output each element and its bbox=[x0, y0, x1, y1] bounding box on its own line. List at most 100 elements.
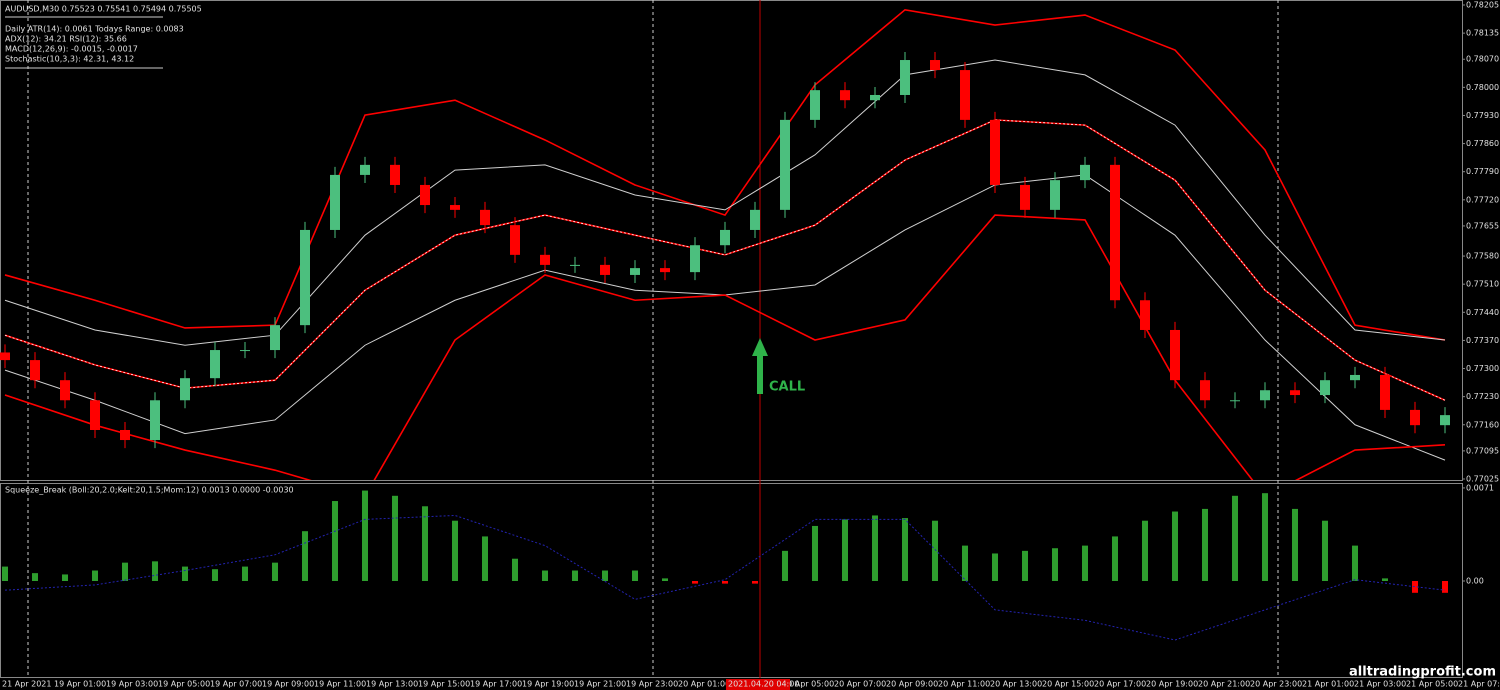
candle-body bbox=[600, 264, 610, 275]
candle-body bbox=[210, 350, 220, 379]
x-tick-label: 19 Apr 19:00 bbox=[522, 680, 574, 689]
y-tick-label: 0.77655 bbox=[1466, 221, 1499, 230]
candle-body bbox=[720, 229, 730, 246]
indicator-line bbox=[4, 8, 1446, 341]
histogram-bar bbox=[452, 520, 458, 581]
x-tick-label: 20 Apr 11:00 bbox=[938, 680, 990, 689]
histogram-bar bbox=[602, 570, 608, 581]
x-tick-label: 19 Apr 03:00 bbox=[106, 680, 158, 689]
candle-body bbox=[90, 400, 100, 430]
candle-body bbox=[570, 264, 580, 266]
candle-body bbox=[1020, 184, 1030, 210]
x-tick-label: 19 Apr 23:00 bbox=[626, 680, 678, 689]
y-tick-label: 0.77720 bbox=[1466, 195, 1499, 204]
x-tick-label: 21 Apr 03:00 bbox=[1354, 680, 1406, 689]
x-tick-label: 21 Apr 07:00 bbox=[1458, 680, 1500, 689]
x-tick-label: 20 Apr 01:00 bbox=[678, 680, 730, 689]
candle-body bbox=[810, 90, 820, 120]
x-tick-label: 19 Apr 21:00 bbox=[574, 680, 626, 689]
cursor-label-box bbox=[726, 679, 790, 690]
histogram-bar bbox=[1172, 511, 1178, 581]
y-tick-label: 0.77440 bbox=[1466, 308, 1499, 317]
histogram-bar bbox=[1052, 548, 1058, 581]
y-tick-label: 0.77230 bbox=[1466, 392, 1499, 401]
histogram-bar bbox=[782, 550, 788, 581]
info-line: MACD(12,26,9): -0.0015, -0.0017 bbox=[5, 45, 138, 54]
price-pane-frame bbox=[0, 0, 1463, 481]
histogram-bar bbox=[2, 566, 8, 581]
indicator-plot bbox=[2, 490, 1448, 641]
candle-body bbox=[780, 119, 790, 210]
candle-body bbox=[0, 352, 10, 361]
histogram-bar bbox=[962, 545, 968, 581]
info-line: Daily ATR(14): 0.0061 Todays Range: 0.00… bbox=[5, 25, 184, 34]
histogram-bar bbox=[212, 569, 218, 581]
histogram-bar bbox=[812, 525, 818, 581]
candle-body bbox=[1050, 180, 1060, 210]
histogram-bar bbox=[542, 570, 548, 581]
candle-body bbox=[1230, 400, 1240, 402]
histogram-bar bbox=[62, 574, 68, 581]
y-tick-label: 0.77930 bbox=[1466, 111, 1499, 120]
candle-body bbox=[480, 209, 490, 226]
x-tick-label: 20 Apr 09:00 bbox=[886, 680, 938, 689]
x-tick-label: 19 Apr 09:00 bbox=[262, 680, 314, 689]
indicator-line bbox=[4, 59, 1446, 346]
candle-body bbox=[60, 380, 70, 401]
watermark: alltradingprofit.com bbox=[1349, 665, 1496, 680]
histogram-bar bbox=[1022, 550, 1028, 581]
y-tick-label: 0.78070 bbox=[1466, 55, 1499, 64]
histogram-bar bbox=[332, 501, 338, 581]
price-plot bbox=[0, 8, 1450, 480]
histogram-bar bbox=[1142, 520, 1148, 581]
y-tick-label: 0.77160 bbox=[1466, 420, 1499, 429]
y-tick-label: 0.77370 bbox=[1466, 336, 1499, 345]
histogram-bar bbox=[1232, 495, 1238, 581]
cursor-label: 2021.04.20 04:00 bbox=[728, 680, 799, 689]
x-tick-label: 19 Apr 15:00 bbox=[418, 680, 470, 689]
candle-body bbox=[270, 325, 280, 351]
histogram-bar bbox=[902, 518, 908, 581]
x-tick-label: 20 Apr 05:00 bbox=[782, 680, 834, 689]
candle-body bbox=[1290, 390, 1300, 396]
y-tick-label: 0.77790 bbox=[1466, 167, 1499, 176]
candle-body bbox=[510, 225, 520, 255]
indicator-line bbox=[4, 119, 1446, 401]
candle-body bbox=[990, 119, 1000, 185]
x-tick-label: 19 Apr 01:00 bbox=[54, 680, 106, 689]
candle-body bbox=[930, 60, 940, 71]
candle-body bbox=[180, 378, 190, 401]
histogram-bar bbox=[182, 566, 188, 581]
candle-body bbox=[660, 268, 670, 273]
y-tick-label: 0.77510 bbox=[1466, 280, 1499, 289]
histogram-bar bbox=[842, 519, 848, 581]
y-tick-label: 0.77025 bbox=[1466, 475, 1499, 484]
x-tick-label: 20 Apr 07:00 bbox=[834, 680, 886, 689]
x-tick-label: 19 Apr 13:00 bbox=[366, 680, 418, 689]
histogram-bar bbox=[32, 573, 38, 581]
y-tick-label: 0.00 bbox=[1466, 577, 1484, 586]
candle-body bbox=[750, 209, 760, 230]
x-tick-label: 19 Apr 17:00 bbox=[470, 680, 522, 689]
y-tick-label: 0.77860 bbox=[1466, 139, 1499, 148]
y-tick-label: 0.78135 bbox=[1466, 29, 1499, 38]
x-tick-label: 21 Apr 05:00 bbox=[1406, 680, 1458, 689]
candle-body bbox=[900, 60, 910, 95]
histogram-bar bbox=[1202, 508, 1208, 581]
candle-body bbox=[840, 90, 850, 101]
info-line: ADX(12): 34.21 RSI(12): 35.66 bbox=[5, 35, 127, 44]
candle-body bbox=[420, 184, 430, 206]
histogram-bar bbox=[1352, 545, 1358, 581]
indicator-line bbox=[4, 214, 1446, 480]
candle-body bbox=[960, 70, 970, 120]
candle-body bbox=[690, 245, 700, 273]
y-tick-label: 0.0071 bbox=[1466, 483, 1494, 492]
x-tick-label: 21 Apr 2021 bbox=[2, 680, 51, 689]
histogram-bar bbox=[122, 562, 128, 581]
candle-body bbox=[330, 174, 340, 230]
candle-body bbox=[300, 229, 310, 326]
x-tick-label: 21 Apr 01:00 bbox=[1302, 680, 1354, 689]
y-tick-label: 0.78000 bbox=[1466, 83, 1499, 92]
candle-body bbox=[150, 400, 160, 441]
